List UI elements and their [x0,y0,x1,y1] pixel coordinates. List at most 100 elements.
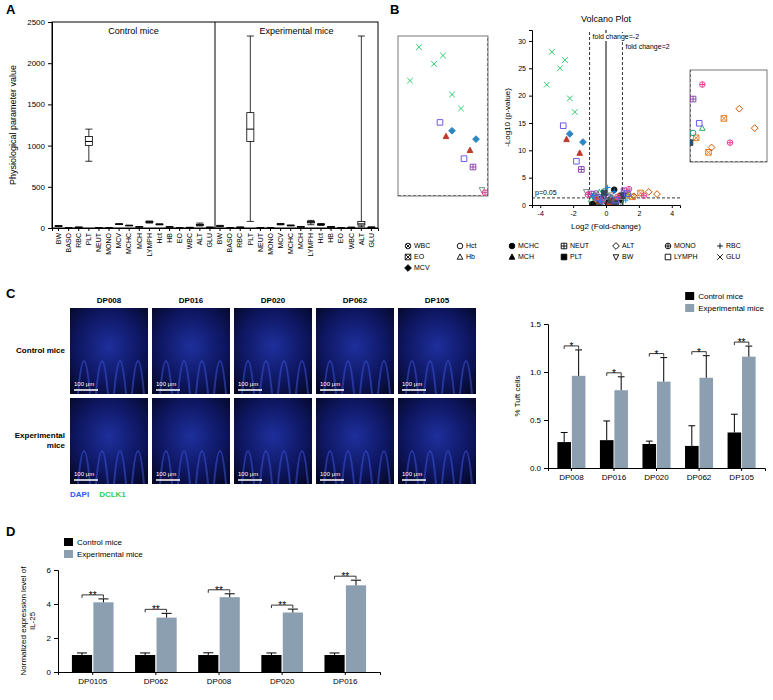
micrograph-texture [178,451,190,484]
error-cap [745,346,752,347]
annotation: fold change=-2 [593,33,640,41]
legend-marker [405,254,411,260]
whisker-cap [85,129,92,130]
whisker-cap [116,224,123,225]
whisker-cap [277,224,284,225]
tick: EO [337,228,344,243]
box [227,227,234,228]
tick-mark [529,123,532,124]
tick-label: Hct [317,233,324,244]
tick: DP020 [270,672,295,686]
tick-mark [341,228,342,231]
axis: 051015202530 [518,31,532,209]
whisker-cap [227,228,234,229]
tick: DP105 [729,468,754,482]
error-bar [292,609,293,612]
bar [220,597,240,672]
error-cap [351,580,361,581]
tick: WBC [347,228,354,249]
whisker-cap [368,226,375,227]
tick-mark [119,228,120,231]
legend-marker [509,254,515,259]
whisker-cap [126,225,133,226]
error-bar [706,356,707,378]
scale-bar [74,389,98,391]
micrograph-texture [342,451,354,484]
micrograph-texture [260,361,272,394]
tick: 2000 [27,59,52,68]
tick-mark [109,228,110,231]
significance-label: * [655,349,659,360]
point [560,123,566,129]
point [708,144,715,151]
error-bar [606,421,607,440]
significance-label: ** [89,590,97,601]
error-bar [564,432,565,442]
error-cap [288,609,298,610]
error-cap [203,652,213,653]
error-cap [77,652,87,653]
box [348,227,355,228]
group-label: Experimental mice [259,26,333,36]
micrograph-texture [460,451,472,484]
error-cap [98,598,108,599]
point [700,82,706,88]
whisker-cap [65,227,72,228]
tick-label: 30 [518,38,526,45]
whisker-cap [317,223,324,224]
whisker-cap [65,228,72,229]
error-cap [330,652,340,653]
error-cap [731,414,738,415]
tick-mark [139,228,140,231]
tick: LYMPH [307,228,314,257]
tick-mark [606,205,607,208]
micrograph-texture [242,451,254,484]
tick-mark [88,228,89,231]
stain-label: DCLK1 [99,490,126,499]
tick: -4 [538,205,544,217]
micrograph-texture [278,361,290,394]
tick-label: Hct [156,233,163,244]
scale-bar [320,479,344,481]
legend-label: MCH [518,253,534,260]
error-cap [561,432,568,433]
tick: MCH [136,228,143,249]
whisker-cap [237,227,244,228]
group-label: Control mice [108,26,159,36]
whisker-cap [105,227,112,228]
tick-label: MCV [115,233,122,249]
tick-mark [544,420,548,421]
tick-label: LYMPH [146,233,153,257]
whisker-cap [95,227,102,228]
axis-title-group: % Tuft cells [513,376,522,417]
tick-label: BASO [226,232,233,252]
box [317,224,324,226]
point [605,185,611,191]
axis-line [544,325,549,469]
significance-label: ** [738,337,746,348]
whisker-cap [166,226,173,227]
tick-label: 1.5 [530,320,542,329]
whisker-cap [55,225,62,226]
tick-mark [54,638,58,639]
tick-label: 500 [32,183,46,192]
error-bar [691,426,692,446]
median [317,224,324,225]
axis-line [533,206,681,209]
whisker-cap [217,226,224,227]
legend-marker [665,243,671,249]
whisker-cap [75,227,82,228]
point [690,96,696,102]
tick: RBC [75,228,82,248]
tick: DP008 [559,468,584,482]
tick-mark [613,468,614,471]
tick-label: WBC [347,233,354,249]
point [736,105,743,112]
tick-label: MCH [136,233,143,249]
tick-mark [48,228,52,229]
error-bar [103,599,104,602]
median [267,227,274,228]
tick-mark [529,178,532,179]
tick: NEUT [95,228,102,252]
point [416,44,422,50]
